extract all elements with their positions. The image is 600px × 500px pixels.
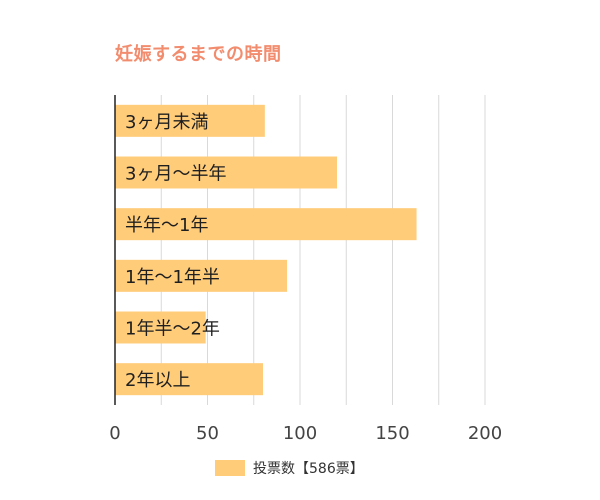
category-label: 3ヶ月～半年 [125,164,226,185]
x-tick-label: 150 [375,423,409,444]
x-tick-label: 50 [196,423,219,444]
bar [115,311,206,344]
bar [115,156,337,189]
category-label: 1年半～2年 [125,319,220,340]
bar [115,259,288,292]
legend-label: 投票数【586票】 [253,461,364,477]
category-label: 2年以上 [125,370,190,391]
category-label: 3ヶ月未満 [125,112,208,133]
bar [115,104,265,137]
legend-swatch [215,460,245,476]
bar [115,208,417,241]
category-label: 1年～1年半 [125,267,220,288]
chart-title: 妊娠するまでの時間 [115,44,282,65]
x-tick-label: 100 [283,423,317,444]
bar [115,363,263,396]
x-tick-label: 200 [468,423,502,444]
x-tick-label: 0 [109,423,120,444]
category-label: 半年～1年 [125,215,208,236]
